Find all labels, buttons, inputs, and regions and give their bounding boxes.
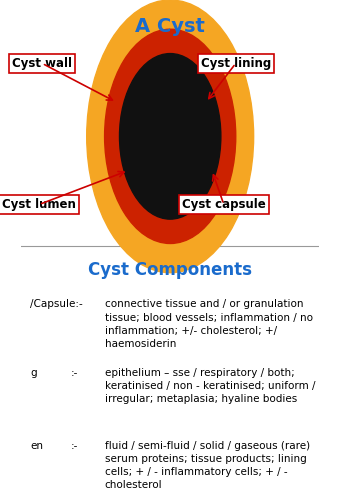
- Text: :-: :-: [71, 368, 79, 378]
- Text: Cyst lumen: Cyst lumen: [2, 198, 76, 211]
- Text: Cyst capsule: Cyst capsule: [182, 198, 266, 211]
- Text: Cyst lining: Cyst lining: [201, 57, 271, 70]
- Text: /Capsule:-: /Capsule:-: [30, 300, 83, 310]
- Text: connective tissue and / or granulation
tissue; blood vessels; inflammation / no
: connective tissue and / or granulation t…: [105, 300, 312, 349]
- Text: :-: :-: [71, 440, 79, 450]
- Text: fluid / semi-fluid / solid / gaseous (rare)
serum proteins; tissue products; lin: fluid / semi-fluid / solid / gaseous (ra…: [105, 440, 310, 490]
- Text: A Cyst: A Cyst: [135, 17, 205, 36]
- Text: Cyst Components: Cyst Components: [88, 260, 252, 278]
- Text: epithelium – sse / respiratory / both;
keratinised / non - keratinised; uniform : epithelium – sse / respiratory / both; k…: [105, 368, 315, 404]
- Text: en: en: [30, 440, 43, 450]
- Circle shape: [105, 29, 236, 244]
- Circle shape: [119, 54, 221, 219]
- Text: g: g: [30, 368, 37, 378]
- Text: Cyst wall: Cyst wall: [12, 57, 72, 70]
- Circle shape: [87, 0, 254, 272]
